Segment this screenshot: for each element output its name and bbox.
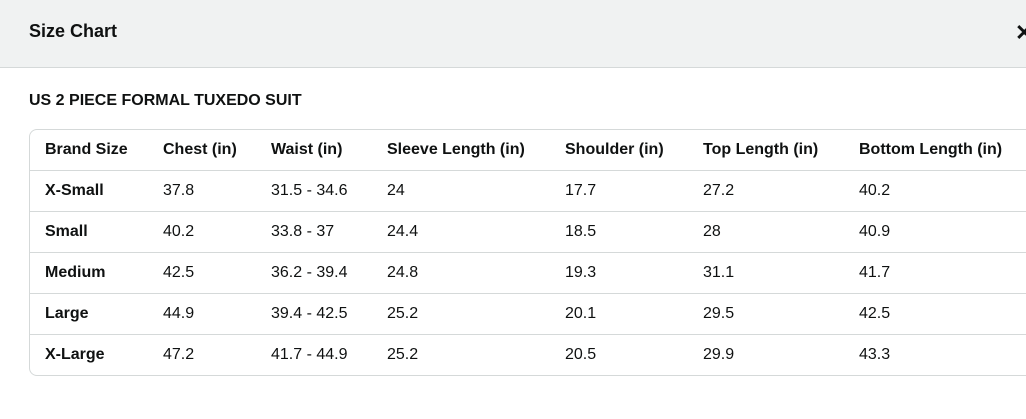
table-cell: 47.2 [163,346,195,363]
column-header: Chest (in) [163,130,271,171]
table-cell: 20.5 [565,346,597,363]
column-header: Bottom Length (in) [859,130,1026,171]
table-row: Small 40.2 33.8 - 37 24.4 18.5 28 40.9 [30,211,1026,253]
size-label: X-Small [30,170,163,212]
column-header: Brand Size [30,130,163,171]
size-table: Brand Size Chest (in) Waist (in) Sleeve Len… [30,130,1026,375]
table-cell: 39.4 - 42.5 [271,293,387,335]
table-cell: 37.8 [163,170,271,212]
column-header: Waist (in) [271,130,387,171]
table-cell: 17.7 [565,170,703,212]
size-label: Large [30,293,163,335]
size-label: Medium [30,252,163,294]
size-label: X-Large [45,346,105,363]
table-cell: 24.4 [387,211,565,253]
close-icon[interactable]: ✕ [1015,20,1026,45]
table-cell: 40.9 [859,211,1026,253]
table-cell: 40.2 [163,211,271,253]
table-cell: 31.1 [703,252,859,294]
table-cell: 40.2 [859,170,1026,212]
size-table-container: Brand Size Chest (in) Waist (in) Sleeve Len… [29,129,1026,376]
table-header-row: Brand Size Chest (in) Waist (in) Sleeve Len… [30,130,1026,171]
table-cell: 25.2 [387,346,419,363]
table-cell: 20.1 [565,293,703,335]
column-header: Top Length (in) [703,130,859,171]
size-label: Small [30,211,163,253]
table-cell: 42.5 [859,293,1026,335]
modal-title: Size Chart [29,21,118,41]
product-title: US 2 PIECE FORMAL TUXEDO SUIT [29,92,302,109]
table-cell: 25.2 [387,293,565,335]
table-cell: 42.5 [163,252,271,294]
table-cell: 29.9 [703,346,735,363]
table-cell: 41.7 [859,252,1026,294]
table-cell: 29.5 [703,293,859,335]
table-cell: 41.7 - 44.9 [271,346,348,363]
table-cell: 27.2 [703,170,859,212]
table-cell: 31.5 - 34.6 [271,170,387,212]
table-cell: 24 [387,170,565,212]
column-header: Sleeve Length (in) [387,130,565,171]
column-header: Shoulder (in) [565,130,703,171]
table-cell: 19.3 [565,252,703,294]
table-cell: 18.5 [565,211,703,253]
modal-header: Size Chart ✕ [0,0,1026,68]
table-row: Large 44.9 39.4 - 42.5 25.2 20.1 29.5 42.5 [30,293,1026,335]
table-row: Medium 42.5 36.2 - 39.4 24.8 19.3 31.1 41.7 [30,252,1026,294]
table-cell: 44.9 [163,293,271,335]
table-cell: 33.8 - 37 [271,211,387,253]
table-cell: 43.3 [859,346,891,363]
table-row: X-Large 47.2 41.7 - 44.9 25.2 20.5 29.9 43.3 [30,335,1026,376]
table-cell: 24.8 [387,252,565,294]
table-cell: 28 [703,211,859,253]
table-row: X-Small 37.8 31.5 - 34.6 24 17.7 27.2 40.2 [30,170,1026,212]
table-cell: 36.2 - 39.4 [271,252,387,294]
